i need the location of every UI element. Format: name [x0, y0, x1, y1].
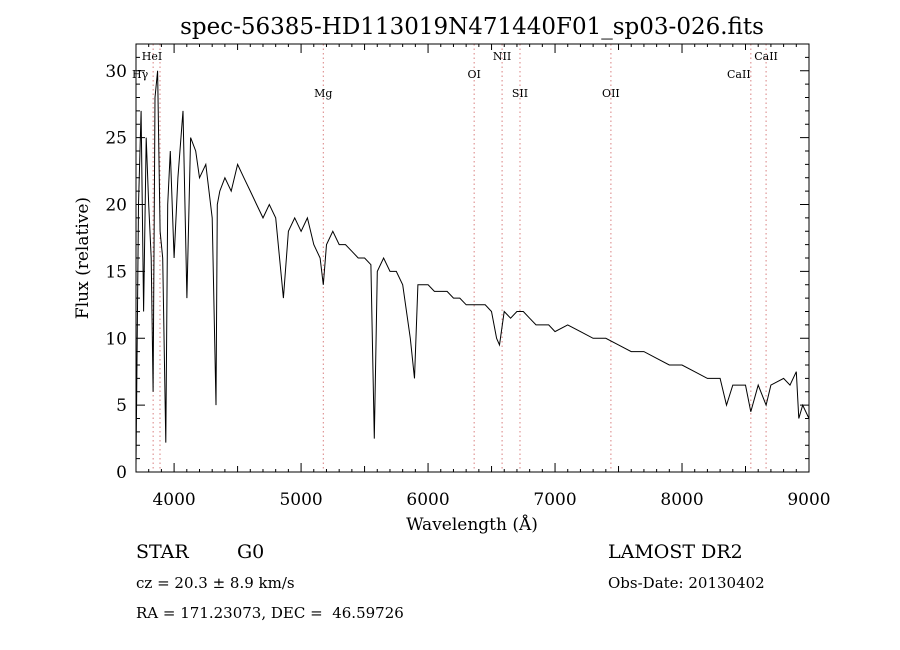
x-tick-label: 6000	[406, 490, 449, 510]
x-axis-label: Wavelength (Å)	[406, 514, 538, 535]
plot-frame	[135, 43, 810, 473]
x-tick-label: 4000	[152, 490, 195, 510]
line-label: NII	[493, 50, 511, 63]
chart-title: spec-56385-HD113019N471440F01_sp03-026.f…	[180, 14, 764, 40]
line-label: Mg	[314, 87, 332, 100]
survey-name: LAMOST DR2	[608, 541, 743, 563]
object-type: STAR	[136, 541, 189, 563]
y-tick-label: 5	[116, 396, 127, 416]
y-tick-label: 20	[105, 196, 127, 216]
x-tick-label: 5000	[279, 490, 322, 510]
line-label: OII	[602, 87, 620, 100]
redshift-value: cz = 20.3 ± 8.9 km/s	[136, 574, 295, 592]
y-axis-label: Flux (relative)	[73, 197, 93, 319]
line-label: CaII	[754, 50, 778, 63]
line-markers	[152, 44, 767, 472]
line-label: CaII	[727, 68, 751, 81]
sky-coordinates: RA = 171.23073, DEC = 46.59726	[136, 604, 404, 622]
y-tick-label: 25	[105, 129, 127, 149]
y-tick-label: 15	[105, 262, 127, 282]
y-tick-label: 0	[116, 463, 127, 483]
x-tick-label: 7000	[533, 490, 576, 510]
flux-series-line	[135, 70, 810, 466]
line-label: SII	[512, 87, 528, 100]
y-tick-label: 30	[105, 62, 127, 82]
line-label: HeI	[142, 50, 162, 63]
line-label: Hγ	[132, 68, 149, 81]
x-tick-label: 9000	[787, 490, 830, 510]
y-axis: 0 5 10 15 20 25 30	[105, 43, 809, 483]
y-tick-label: 10	[105, 329, 127, 349]
observation-date: Obs-Date: 20130402	[608, 574, 765, 592]
x-tick-label: 8000	[660, 490, 703, 510]
spectral-subclass: G0	[237, 541, 265, 563]
x-axis: 4000 5000 6000 7000 8000 9000	[135, 44, 831, 510]
line-label: OI	[467, 68, 480, 81]
